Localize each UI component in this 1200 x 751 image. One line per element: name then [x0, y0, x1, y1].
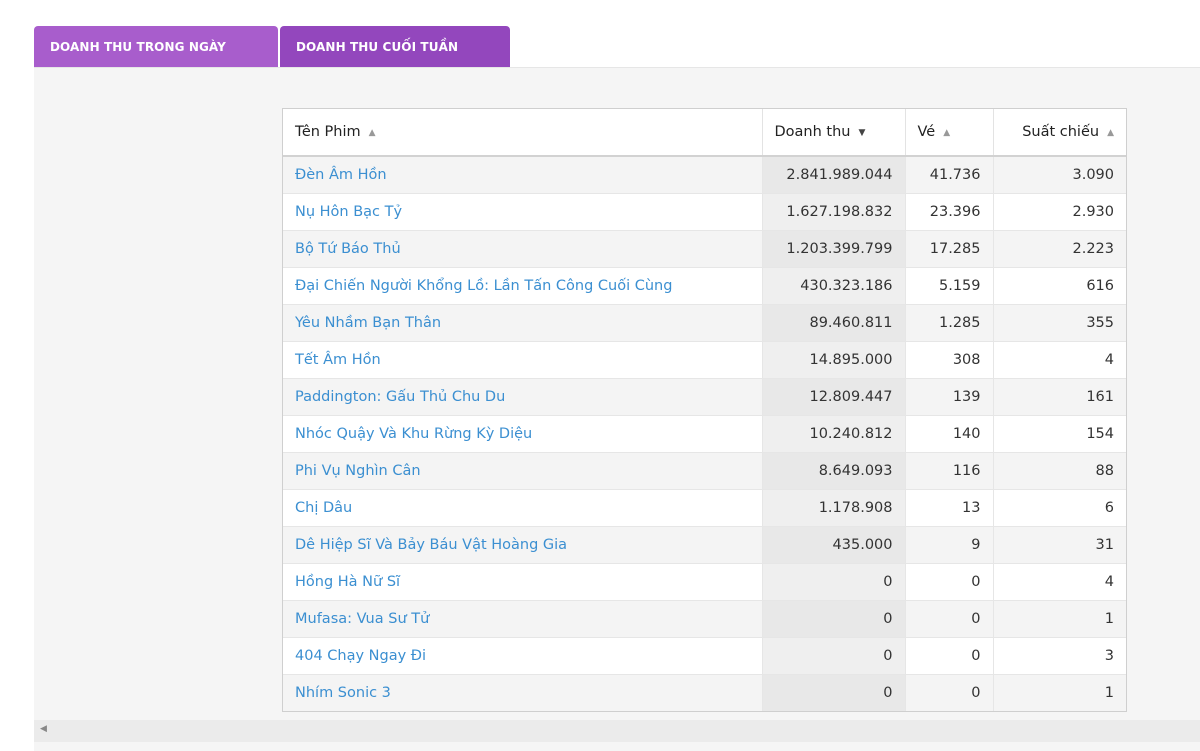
tickets-cell: 0	[905, 674, 994, 711]
revenue-cell: 14.895.000	[762, 341, 906, 379]
column-header-showtimes[interactable]: Suất chiếu ▲	[993, 109, 1126, 157]
movie-title-link[interactable]: Mufasa: Vua Sư Tử	[283, 600, 763, 638]
showtimes-cell: 1	[993, 600, 1126, 638]
revenue-cell: 0	[762, 637, 906, 675]
movie-title-link[interactable]: Nhóc Quậy Và Khu Rừng Kỳ Diệu	[283, 415, 763, 453]
revenue-cell: 1.178.908	[762, 489, 906, 527]
tickets-cell: 116	[905, 452, 994, 490]
scroll-left-icon[interactable]: ◀	[40, 724, 47, 734]
tickets-cell: 1.285	[905, 304, 994, 342]
table-row: Hồng Hà Nữ Sĩ 0 0 4	[283, 563, 1126, 601]
tickets-cell: 23.396	[905, 193, 994, 231]
column-header-label: Suất chiếu	[1022, 124, 1100, 140]
movie-title-link[interactable]: Đèn Âm Hồn	[283, 156, 763, 194]
tickets-cell: 0	[905, 637, 994, 675]
revenue-cell: 430.323.186	[762, 267, 906, 305]
revenue-cell: 1.203.399.799	[762, 230, 906, 268]
showtimes-cell: 616	[993, 267, 1126, 305]
table-row: Nụ Hôn Bạc Tỷ 1.627.198.832 23.396 2.930	[283, 193, 1126, 231]
movie-title-link[interactable]: Yêu Nhầm Bạn Thân	[283, 304, 763, 342]
movie-title-link[interactable]: Hồng Hà Nữ Sĩ	[283, 563, 763, 601]
column-header-label: Doanh thu	[774, 124, 851, 140]
tickets-cell: 0	[905, 563, 994, 601]
sort-desc-icon: ▼	[858, 128, 866, 138]
table-row: Chị Dâu 1.178.908 13 6	[283, 489, 1126, 527]
revenue-cell: 10.240.812	[762, 415, 906, 453]
revenue-cell: 2.841.989.044	[762, 156, 906, 194]
tickets-cell: 41.736	[905, 156, 994, 194]
movie-title-link[interactable]: 404 Chạy Ngay Đi	[283, 637, 763, 675]
tickets-cell: 308	[905, 341, 994, 379]
revenue-cell: 0	[762, 563, 906, 601]
movie-title-link[interactable]: Đại Chiến Người Khổng Lồ: Lần Tấn Công C…	[283, 267, 763, 305]
revenue-cell: 1.627.198.832	[762, 193, 906, 231]
showtimes-cell: 355	[993, 304, 1126, 342]
movie-title-link[interactable]: Paddington: Gấu Thủ Chu Du	[283, 378, 763, 416]
revenue-cell: 8.649.093	[762, 452, 906, 490]
column-header-label: Vé	[917, 124, 936, 140]
revenue-cell: 0	[762, 600, 906, 638]
showtimes-cell: 1	[993, 674, 1126, 711]
column-header-title[interactable]: Tên Phim ▲	[283, 109, 763, 157]
showtimes-cell: 154	[993, 415, 1126, 453]
table-row: Yêu Nhầm Bạn Thân 89.460.811 1.285 355	[283, 304, 1126, 342]
showtimes-cell: 2.930	[993, 193, 1126, 231]
showtimes-cell: 6	[993, 489, 1126, 527]
revenue-cell: 0	[762, 674, 906, 711]
showtimes-cell: 4	[993, 563, 1126, 601]
tickets-cell: 9	[905, 526, 994, 564]
revenue-table-container: Tên Phim ▲ Doanh thu ▼ Vé ▲ Suất chiếu ▲ Đèn…	[282, 108, 1127, 712]
sort-asc-icon: ▲	[943, 128, 951, 138]
tickets-cell: 17.285	[905, 230, 994, 268]
table-row: Phi Vụ Nghìn Cân 8.649.093 116 88	[283, 452, 1126, 490]
sort-asc-icon: ▲	[1107, 128, 1114, 138]
column-header-label: Tên Phim	[295, 124, 361, 140]
showtimes-cell: 88	[993, 452, 1126, 490]
table-row: Đại Chiến Người Khổng Lồ: Lần Tấn Công C…	[283, 267, 1126, 305]
table-row: Tết Âm Hồn 14.895.000 308 4	[283, 341, 1126, 379]
showtimes-cell: 31	[993, 526, 1126, 564]
table-row: Đèn Âm Hồn 2.841.989.044 41.736 3.090	[283, 156, 1126, 194]
showtimes-cell: 2.223	[993, 230, 1126, 268]
movie-title-link[interactable]: Dê Hiệp Sĩ Và Bảy Báu Vật Hoàng Gia	[283, 526, 763, 564]
tickets-cell: 13	[905, 489, 994, 527]
movie-title-link[interactable]: Phi Vụ Nghìn Cân	[283, 452, 763, 490]
tickets-cell: 139	[905, 378, 994, 416]
revenue-table: Tên Phim ▲ Doanh thu ▼ Vé ▲ Suất chiếu ▲ Đèn…	[283, 109, 1126, 711]
table-row: Bộ Tứ Báo Thủ 1.203.399.799 17.285 2.223	[283, 230, 1126, 268]
tab-content-panel: Tên Phim ▲ Doanh thu ▼ Vé ▲ Suất chiếu ▲ Đèn…	[34, 67, 1200, 751]
revenue-cell: 435.000	[762, 526, 906, 564]
column-header-tickets[interactable]: Vé ▲	[905, 109, 994, 157]
movie-title-link[interactable]: Chị Dâu	[283, 489, 763, 527]
showtimes-cell: 161	[993, 378, 1126, 416]
tab-daily-revenue[interactable]: DOANH THU TRONG NGÀY	[34, 26, 278, 68]
showtimes-cell: 3.090	[993, 156, 1126, 194]
table-row: Paddington: Gấu Thủ Chu Du 12.809.447 139 1…	[283, 378, 1126, 416]
movie-title-link[interactable]: Tết Âm Hồn	[283, 341, 763, 379]
revenue-cell: 89.460.811	[762, 304, 906, 342]
showtimes-cell: 3	[993, 637, 1126, 675]
movie-title-link[interactable]: Nụ Hôn Bạc Tỷ	[283, 193, 763, 231]
table-row: Dê Hiệp Sĩ Và Bảy Báu Vật Hoàng Gia 435.0…	[283, 526, 1126, 564]
tickets-cell: 0	[905, 600, 994, 638]
tab-weekend-revenue[interactable]: DOANH THU CUỐI TUẦN	[280, 26, 510, 68]
horizontal-scrollbar[interactable]: ◀	[34, 720, 1200, 742]
revenue-cell: 12.809.447	[762, 378, 906, 416]
movie-title-link[interactable]: Bộ Tứ Báo Thủ	[283, 230, 763, 268]
table-row: Mufasa: Vua Sư Tử 0 0 1	[283, 600, 1126, 638]
showtimes-cell: 4	[993, 341, 1126, 379]
table-header-row: Tên Phim ▲ Doanh thu ▼ Vé ▲ Suất chiếu ▲	[283, 109, 1126, 157]
tickets-cell: 5.159	[905, 267, 994, 305]
tab-bar: DOANH THU TRONG NGÀY DOANH THU CUỐI TUẦN	[34, 26, 510, 68]
table-row: 404 Chạy Ngay Đi 0 0 3	[283, 637, 1126, 675]
sort-asc-icon: ▲	[368, 128, 376, 138]
column-header-revenue[interactable]: Doanh thu ▼	[762, 109, 906, 157]
table-body: Đèn Âm Hồn 2.841.989.044 41.736 3.090 Nụ Hôn…	[283, 156, 1126, 711]
movie-title-link[interactable]: Nhím Sonic 3	[283, 674, 763, 711]
tickets-cell: 140	[905, 415, 994, 453]
table-row: Nhóc Quậy Và Khu Rừng Kỳ Diệu 10.240.812 1…	[283, 415, 1126, 453]
